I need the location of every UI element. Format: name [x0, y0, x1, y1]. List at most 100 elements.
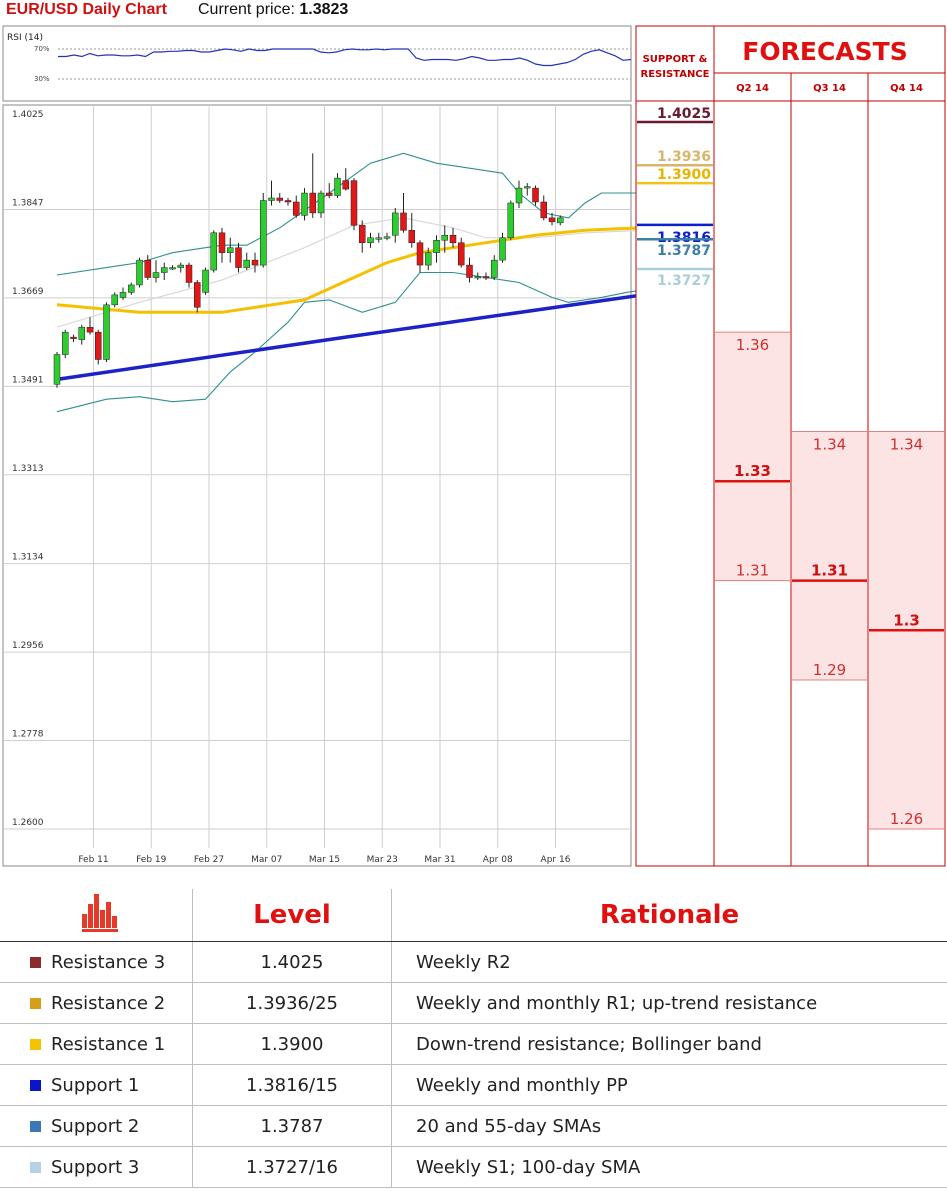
candle — [474, 272, 481, 280]
sr-label-r3: 1.4025 — [657, 106, 711, 122]
row-name: Support 3 — [51, 1156, 140, 1178]
candle-body — [482, 276, 490, 279]
row-level: 1.3727/16 — [192, 1146, 392, 1188]
sr-header-line2: RESISTANCE — [641, 69, 710, 80]
level-header: Level — [192, 889, 392, 942]
candle-body — [383, 236, 391, 239]
candle-body — [458, 242, 465, 266]
color-swatch — [30, 956, 41, 968]
candle — [119, 287, 127, 300]
color-swatch — [30, 1161, 41, 1173]
y-tick-label: 1.3847 — [12, 198, 44, 208]
candle — [458, 237, 465, 268]
candle — [367, 232, 374, 248]
row-name-cell: Resistance 1 — [0, 1023, 193, 1065]
row-name: Support 2 — [51, 1115, 140, 1137]
row-name-cell: Support 3 — [0, 1146, 193, 1188]
forecast-quarter-label: Q2 14 — [736, 83, 769, 94]
candle — [350, 178, 358, 231]
table-row: Resistance 2 1.3936/25 Weekly and monthly … — [0, 982, 947, 1024]
color-swatch — [30, 1120, 41, 1132]
candle — [103, 302, 110, 362]
candle — [235, 242, 242, 273]
row-level: 1.4025 — [192, 941, 392, 983]
candle — [227, 237, 234, 263]
candle — [293, 195, 300, 218]
candle — [507, 200, 514, 241]
candle — [53, 352, 61, 388]
forecast-quarter-label: Q4 14 — [890, 83, 923, 94]
current-price-label: Current price: — [198, 1, 295, 18]
y-tick-label: 1.2778 — [12, 730, 44, 740]
candle — [548, 212, 556, 226]
levels-table-body: Resistance 3 1.4025 Weekly R2 Resistance 2 1… — [0, 941, 947, 1188]
candle-body — [169, 267, 176, 270]
candle — [515, 180, 523, 208]
candle — [251, 252, 259, 273]
candle-body — [86, 326, 94, 333]
candle-body — [524, 186, 531, 189]
chart-area: RSI (14) 70% 30% 1.4025 1.3847 1.3669 1.349… — [2, 25, 946, 867]
candle — [284, 198, 292, 206]
candle — [499, 232, 506, 263]
candle-body — [194, 282, 201, 308]
row-level: 1.3936/25 — [192, 982, 392, 1024]
x-tick-label: Apr 08 — [483, 855, 513, 865]
row-level: 1.3787 — [192, 1105, 392, 1147]
candle-body — [161, 267, 168, 273]
candle-body — [78, 326, 85, 340]
candle-body — [218, 232, 226, 253]
candle-body — [425, 252, 432, 266]
candle — [86, 317, 94, 335]
row-rationale: Weekly S1; 100-day SMA — [391, 1146, 947, 1188]
candle-body — [400, 212, 407, 231]
candle — [482, 272, 490, 280]
candle-body — [466, 264, 473, 278]
forecast-low-label: 1.29 — [813, 661, 846, 679]
candle-body — [392, 212, 399, 236]
candle — [441, 225, 448, 253]
rsi-lower-label: 30% — [34, 75, 50, 83]
candle-body — [260, 200, 267, 266]
candle — [524, 183, 531, 196]
candle-body — [359, 225, 366, 243]
candle-body — [103, 304, 110, 360]
candle-body — [540, 201, 547, 219]
chart-title: EUR/USD Daily Chart — [6, 1, 167, 18]
candle — [260, 193, 267, 268]
forecast-high-label: 1.36 — [736, 336, 769, 354]
sma-100-line — [56, 293, 644, 382]
candle-body — [301, 192, 308, 216]
candle — [309, 153, 316, 218]
candle — [276, 193, 283, 203]
candle — [334, 173, 341, 199]
candle — [392, 207, 399, 243]
candle — [210, 230, 217, 273]
candle-body — [309, 192, 316, 214]
candle-body — [367, 237, 374, 243]
price-frame — [2, 104, 632, 867]
table-row: Support 1 1.3816/15 Weekly and monthly PP — [0, 1064, 947, 1106]
candle-body — [70, 336, 77, 339]
x-tick-label: Mar 23 — [367, 855, 398, 865]
candle — [532, 185, 539, 206]
candle-body — [251, 259, 259, 266]
sr-label-s2: 1.3787 — [657, 243, 711, 259]
row-name-cell: Resistance 2 — [0, 982, 193, 1024]
candle — [383, 232, 391, 241]
candle — [161, 262, 168, 280]
sr-label-s1: 1.3816 — [657, 230, 711, 246]
row-rationale: Down-trend resistance; Bollinger band — [391, 1023, 947, 1065]
x-tick-label: Mar 15 — [309, 855, 340, 865]
color-swatch — [30, 1079, 41, 1091]
sr-header-line1: SUPPORT & — [643, 54, 708, 65]
levels-table-header: Level Rationale — [0, 889, 947, 942]
candle — [128, 282, 135, 295]
candle-body — [507, 202, 514, 239]
candle — [136, 257, 143, 288]
candle — [177, 262, 184, 273]
table-row: Resistance 1 1.3900 Down-trend resistance;… — [0, 1023, 947, 1065]
bollinger-upper-line — [56, 152, 643, 276]
